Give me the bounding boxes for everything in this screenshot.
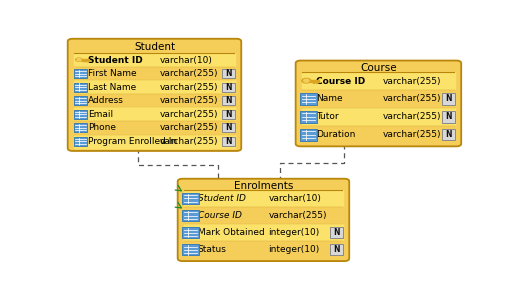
Bar (74, 94, 235, 107)
Text: First Name: First Name (88, 69, 136, 78)
Bar (74, 135, 235, 148)
Text: varchar(255): varchar(255) (383, 112, 442, 121)
FancyBboxPatch shape (68, 39, 241, 151)
Text: Name: Name (316, 94, 342, 103)
FancyBboxPatch shape (442, 129, 455, 140)
FancyBboxPatch shape (222, 123, 235, 132)
Bar (302, 108, 455, 125)
Text: Student ID: Student ID (198, 194, 246, 203)
Text: Program Enrolled In: Program Enrolled In (88, 137, 177, 146)
Text: varchar(255): varchar(255) (383, 130, 442, 139)
FancyBboxPatch shape (222, 110, 235, 119)
Bar (74, 53, 235, 66)
Text: Student ID: Student ID (88, 55, 142, 64)
Text: N: N (333, 245, 340, 254)
FancyBboxPatch shape (299, 93, 317, 105)
Text: integer(10): integer(10) (268, 228, 319, 237)
Text: varchar(255): varchar(255) (159, 110, 218, 119)
Circle shape (75, 58, 83, 62)
FancyBboxPatch shape (74, 96, 87, 105)
FancyBboxPatch shape (182, 244, 199, 255)
Text: Email: Email (88, 110, 113, 119)
Circle shape (77, 59, 81, 61)
Bar (74, 80, 235, 94)
FancyBboxPatch shape (296, 60, 461, 146)
FancyBboxPatch shape (330, 244, 343, 255)
Text: Last Name: Last Name (88, 83, 136, 92)
Bar (313, 82, 314, 83)
Text: varchar(255): varchar(255) (159, 137, 218, 146)
Bar (302, 90, 455, 107)
Bar (74, 121, 235, 134)
Circle shape (301, 78, 312, 84)
Text: Phone: Phone (88, 123, 116, 132)
Text: Course ID: Course ID (316, 77, 365, 86)
Bar (310, 80, 319, 82)
Text: Tutor: Tutor (316, 112, 338, 121)
Bar (184, 190, 343, 207)
Bar (316, 82, 317, 83)
Bar (82, 59, 89, 61)
Text: N: N (225, 123, 232, 132)
Text: N: N (225, 69, 232, 78)
Circle shape (304, 79, 309, 82)
Text: N: N (445, 130, 452, 139)
FancyBboxPatch shape (178, 179, 349, 261)
Text: Enrolments: Enrolments (234, 181, 293, 191)
FancyBboxPatch shape (222, 83, 235, 91)
FancyBboxPatch shape (299, 111, 317, 123)
FancyBboxPatch shape (182, 210, 199, 221)
Text: N: N (225, 137, 232, 146)
FancyBboxPatch shape (222, 96, 235, 105)
Bar (184, 241, 343, 258)
Text: Duration: Duration (316, 130, 355, 139)
Text: N: N (225, 96, 232, 105)
Text: integer(10): integer(10) (268, 245, 319, 254)
Text: Status: Status (198, 245, 227, 254)
FancyBboxPatch shape (74, 137, 87, 146)
FancyBboxPatch shape (330, 227, 343, 238)
Bar (302, 72, 455, 89)
Text: Course: Course (360, 63, 397, 73)
Bar (184, 224, 343, 241)
Text: N: N (225, 83, 232, 92)
Text: N: N (225, 110, 232, 119)
Text: varchar(255): varchar(255) (159, 83, 218, 92)
Text: varchar(255): varchar(255) (159, 96, 218, 105)
FancyBboxPatch shape (182, 193, 199, 204)
FancyBboxPatch shape (299, 129, 317, 141)
Text: varchar(10): varchar(10) (268, 194, 321, 203)
Text: varchar(255): varchar(255) (383, 77, 442, 86)
Text: Student: Student (134, 42, 175, 52)
Bar (302, 126, 455, 143)
Text: varchar(255): varchar(255) (383, 94, 442, 103)
FancyBboxPatch shape (222, 137, 235, 146)
Text: N: N (445, 94, 452, 103)
Bar (74, 67, 235, 80)
Text: Course ID: Course ID (198, 211, 241, 220)
FancyBboxPatch shape (74, 83, 87, 91)
FancyBboxPatch shape (222, 69, 235, 78)
Text: varchar(255): varchar(255) (268, 211, 327, 220)
Text: varchar(255): varchar(255) (159, 69, 218, 78)
FancyBboxPatch shape (74, 110, 87, 119)
Text: Mark Obtained: Mark Obtained (198, 228, 264, 237)
FancyBboxPatch shape (74, 69, 87, 78)
FancyBboxPatch shape (442, 111, 455, 122)
Text: Address: Address (88, 96, 123, 105)
FancyBboxPatch shape (182, 227, 199, 238)
FancyBboxPatch shape (442, 93, 455, 105)
Text: varchar(10): varchar(10) (159, 55, 212, 64)
FancyBboxPatch shape (74, 123, 87, 132)
Bar (74, 108, 235, 121)
Bar (184, 207, 343, 224)
Text: N: N (333, 228, 340, 237)
Text: N: N (445, 112, 452, 121)
Text: varchar(255): varchar(255) (159, 123, 218, 132)
